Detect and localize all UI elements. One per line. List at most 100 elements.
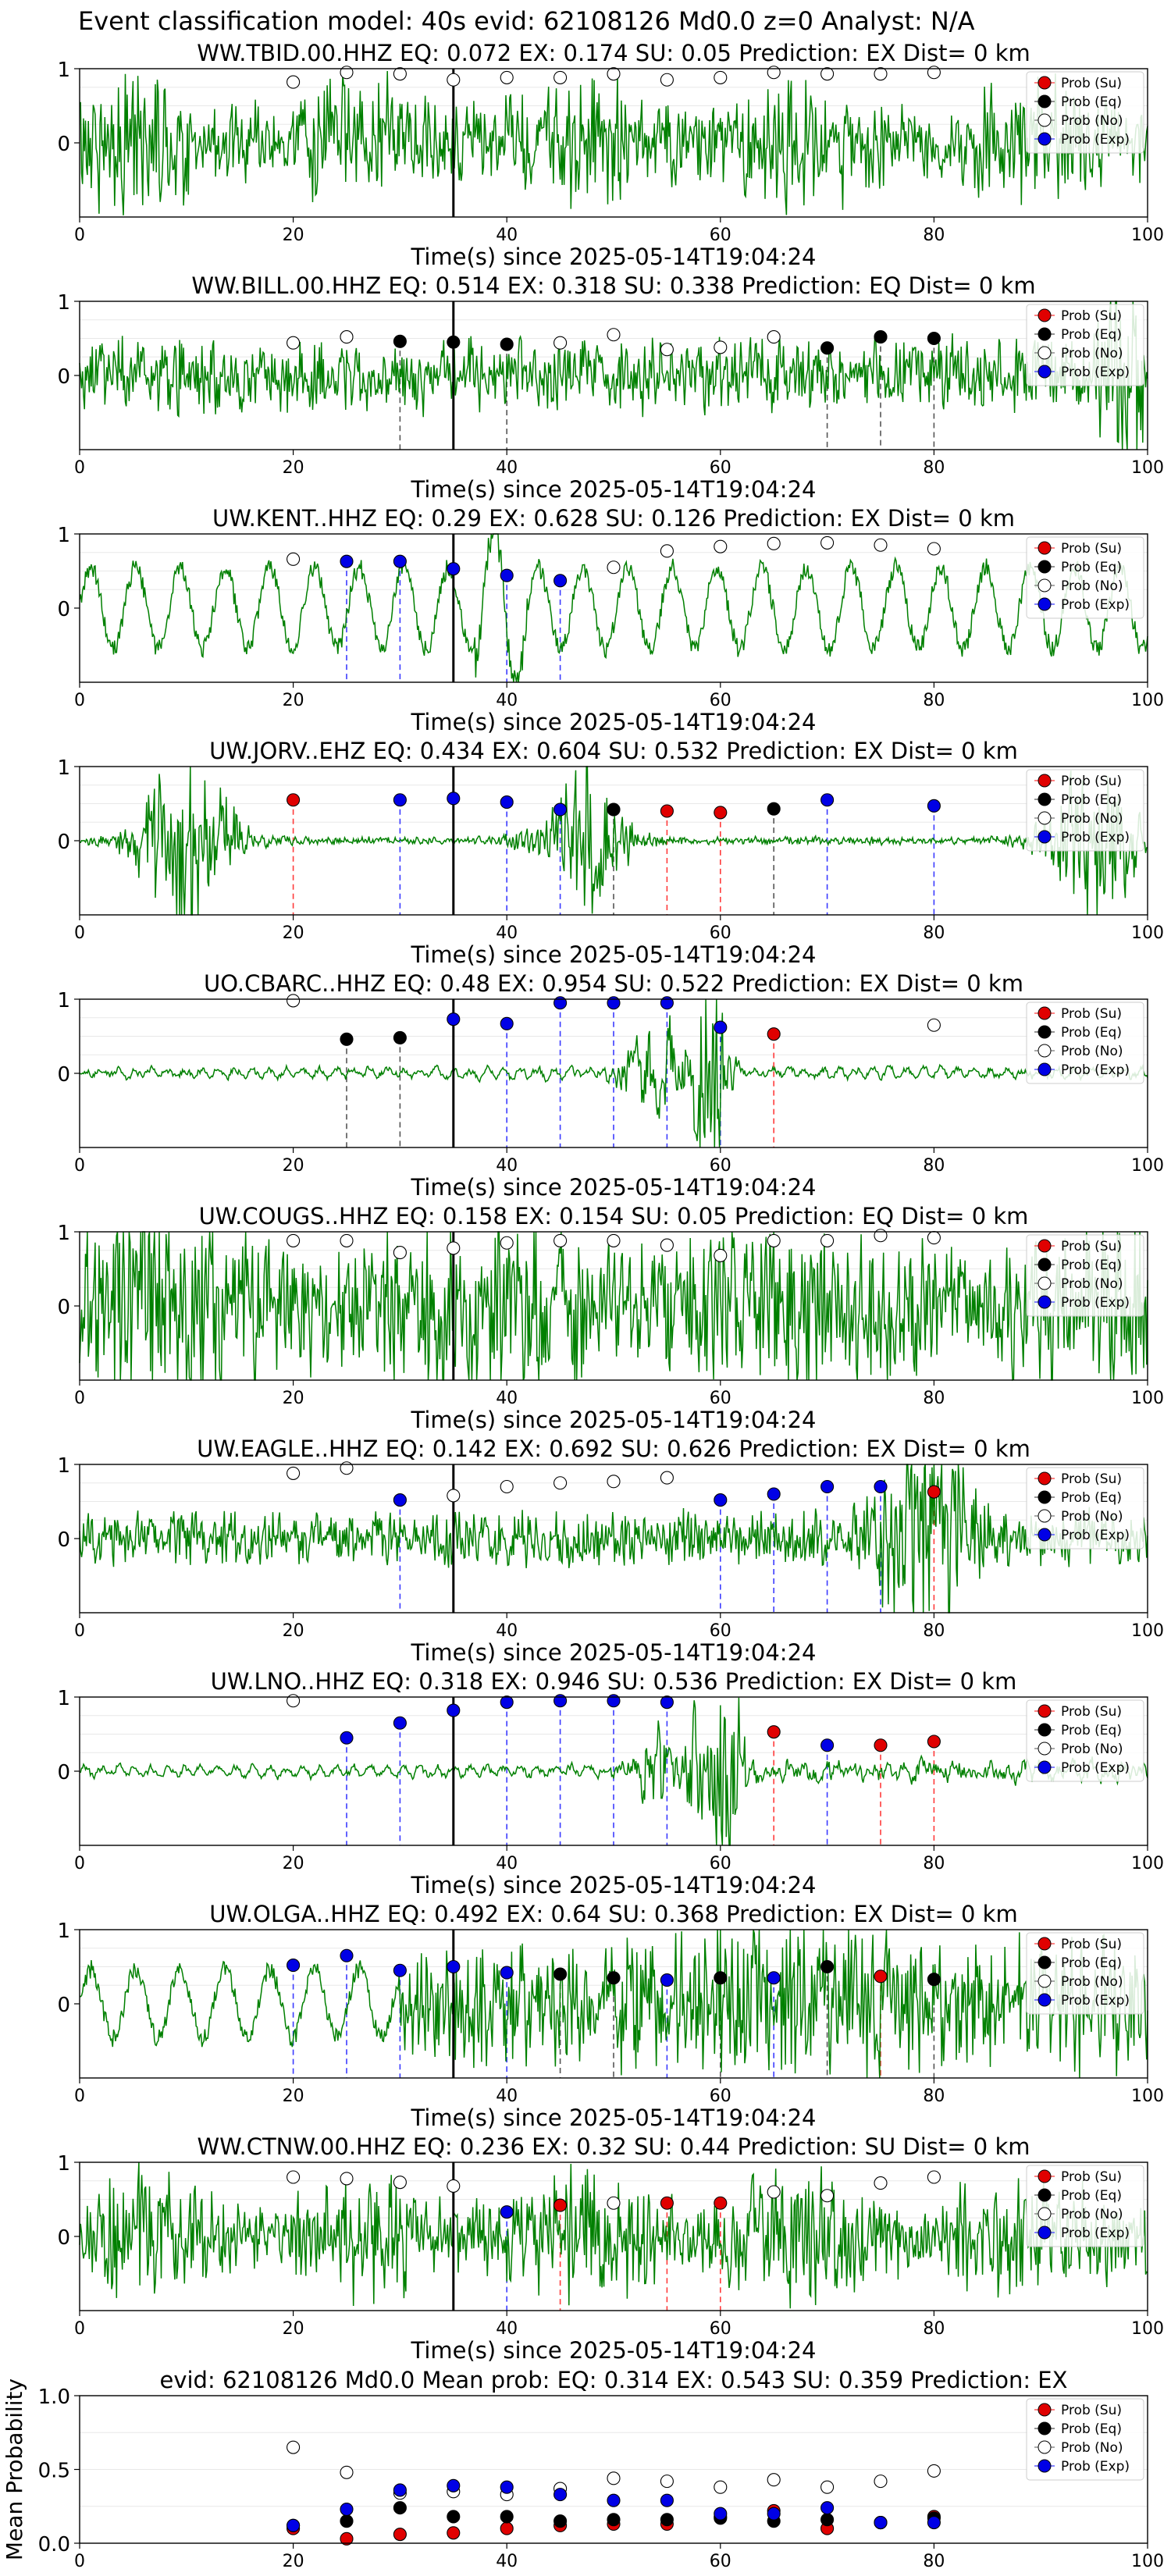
y-axis-label: Mean Probability [2,2379,27,2560]
probability-marker-exp [500,2205,514,2219]
legend-label: Prob (No) [1061,811,1123,827]
x-tick-label: 40 [496,1389,518,1408]
legend-marker [1038,365,1052,379]
waveform-line [79,301,1148,450]
probability-marker-exp [607,996,621,1010]
x-axis-label: Time(s) since 2025-05-14T19:04:24 [411,1174,817,1201]
y-tick-label: 1 [57,1454,70,1478]
y-tick-label: 0.0 [38,2533,70,2556]
panel-title: WW.TBID.00.HHZ EQ: 0.072 EX: 0.174 SU: 0… [197,40,1030,66]
station-panel: UW.LNO..HHZ EQ: 0.318 EX: 0.946 SU: 0.53… [57,1668,1164,1898]
probability-marker-no [340,2172,354,2186]
probability-marker-no [660,73,674,87]
probability-marker-no [714,340,728,354]
station-panel: UW.JORV..EHZ EQ: 0.434 EX: 0.604 SU: 0.5… [57,738,1164,968]
legend-label: Prob (Su) [1061,774,1122,789]
legend-marker [1038,2188,1052,2202]
probability-marker-no [660,343,674,357]
probability-marker-eq [553,1967,568,1981]
x-tick-label: 100 [1131,2552,1164,2571]
legend-label: Prob (Exp) [1061,830,1130,845]
probability-marker-no [287,552,301,566]
probability-marker-no [287,1233,301,1247]
legend-label: Prob (No) [1061,346,1123,361]
probability-marker-no [287,1466,301,1480]
mean-probability-marker-no [927,2464,941,2478]
panel-title: UO.CBARC..HHZ EQ: 0.48 EX: 0.954 SU: 0.5… [204,970,1023,997]
x-tick-label: 20 [283,691,304,710]
probability-marker-exp [820,1479,835,1494]
probability-marker-su [660,804,674,818]
legend-marker [1038,1006,1052,1020]
legend-marker [1038,1993,1052,2007]
probability-marker-eq [874,330,888,344]
legend-label: Prob (No) [1061,1044,1123,1059]
probability-marker-exp [553,802,568,817]
x-tick-label: 40 [496,923,518,943]
probability-marker-eq [927,331,941,346]
probability-marker-no [714,1248,728,1262]
x-axis-label: Time(s) since 2025-05-14T19:04:24 [411,941,817,968]
waveform-line [80,766,1148,916]
x-axis-label: Time(s) since 2025-05-14T19:04:24 [411,709,817,735]
probability-marker-no [767,2185,781,2199]
probability-marker-no [447,2179,461,2193]
probability-marker-su [767,1725,781,1739]
legend-label: Prob (Eq) [1061,1258,1122,1273]
station-panel: WW.TBID.00.HHZ EQ: 0.072 EX: 0.174 SU: 0… [57,40,1164,270]
legend-label: Prob (Su) [1061,1239,1122,1254]
legend-marker [1038,94,1052,109]
mean-probability-marker-su [340,2532,354,2546]
probability-marker-exp [820,793,835,807]
probability-marker-no [553,1476,568,1490]
mean-probability-marker-exp [553,2488,568,2502]
probability-marker-exp [660,1695,674,1710]
probability-marker-exp [393,1963,407,1977]
x-axis-label: Time(s) since 2025-05-14T19:04:24 [411,476,817,503]
legend-marker [1038,132,1052,146]
probability-marker-exp [927,799,941,813]
mean-probability-marker-su [500,2521,514,2535]
probability-marker-su [553,2198,568,2212]
mean-probability-marker-no [874,2475,888,2489]
mean-probability-marker-exp [927,2515,941,2530]
probability-marker-eq [927,1973,941,1987]
waveform-line [79,70,1148,215]
x-tick-label: 40 [496,458,518,478]
probability-marker-no [874,538,888,552]
legend-box [1026,1234,1144,1317]
x-tick-label: 60 [710,1389,731,1408]
axes-frame [79,2161,1148,2311]
x-tick-label: 20 [283,458,304,478]
probability-marker-exp [340,1948,354,1962]
x-tick-label: 40 [496,2552,518,2571]
probability-marker-no [340,66,354,80]
probability-marker-no [927,66,941,80]
legend-label: Prob (Eq) [1061,1955,1122,1971]
y-tick-label: 0 [57,1296,70,1319]
panel-title: WW.CTNW.00.HHZ EQ: 0.236 EX: 0.32 SU: 0.… [197,2133,1030,2160]
station-panel: UW.KENT..HHZ EQ: 0.29 EX: 0.628 SU: 0.12… [57,505,1164,735]
legend-box [1026,71,1144,154]
probability-marker-exp [447,562,461,576]
mean-probability-marker-exp [714,2507,728,2521]
station-panel: UW.OLGA..HHZ EQ: 0.492 EX: 0.64 SU: 0.36… [57,1901,1164,2131]
mean-probability-marker-exp [767,2507,781,2521]
probability-marker-exp [393,1716,407,1730]
probability-marker-exp [714,1493,728,1507]
station-panel: WW.CTNW.00.HHZ EQ: 0.236 EX: 0.32 SU: 0.… [57,2133,1164,2364]
y-tick-label: 0 [57,1063,70,1087]
y-tick-label: 0 [57,1528,70,1552]
legend-label: Prob (Su) [1061,1471,1122,1487]
legend-marker [1038,1509,1052,1523]
legend-label: Prob (No) [1061,2440,1123,2456]
panel-title: UW.OLGA..HHZ EQ: 0.492 EX: 0.64 SU: 0.36… [209,1901,1017,1927]
figure-title: Event classification model: 40s evid: 62… [78,6,975,36]
probability-marker-eq [714,1971,728,1985]
panel-title: UW.LNO..HHZ EQ: 0.318 EX: 0.946 SU: 0.53… [211,1668,1017,1695]
x-tick-label: 60 [710,2087,731,2106]
legend-marker [1038,1471,1052,1485]
probability-marker-exp [287,1959,301,1973]
y-tick-label: 0 [57,598,70,621]
legend-marker [1038,1704,1052,1718]
